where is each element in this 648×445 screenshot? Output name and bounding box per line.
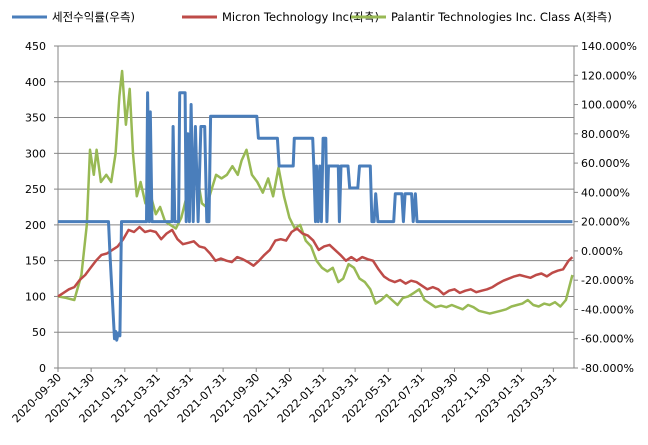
y-right-tick-label: 20.000% [581,216,630,229]
y-right-tick-label: 80.000% [581,128,630,141]
y-right-tick-label: 120.000% [581,69,637,82]
y-left-tick-label: 350 [25,112,46,125]
legend-label: Palantir Technologies Inc. Class A(좌측) [391,10,612,24]
series-lines [57,69,574,342]
y-right-tick-label: 40.000% [581,186,630,199]
y-left-tick-label: 100 [25,290,46,303]
legend-label: Micron Technology Inc(좌측) [222,10,379,24]
y-right-tick-label: -60.000% [581,333,634,346]
y-right-tick-labels: -80.000% -60.000% -40.000% -20.000% 0.000% 20… [574,40,637,375]
y-left-tick-label: 150 [25,255,46,268]
y-left-tick-label: 450 [25,40,46,53]
y-left-tick-label: 250 [25,183,46,196]
y-left-tick-label: 300 [25,147,46,160]
y-left-tick-label: 400 [25,76,46,89]
x-tick-labels: 2020-09-302020-11-302021-01-312021-03-31… [10,368,559,425]
return-series-line [58,91,573,342]
legend-label: 세전수익률(우측) [52,10,135,24]
y-left-tick-label: 0 [39,362,46,375]
y-right-tick-label: -20.000% [581,274,634,287]
y-right-tick-label: 140.000% [581,40,637,53]
y-right-tick-label: -40.000% [581,303,634,316]
micron-series-line [57,225,574,298]
y-right-tick-label: 100.000% [581,99,637,112]
y-right-tick-label: -80.000% [581,362,634,375]
y-left-tick-label: 200 [25,219,46,232]
y-right-tick-label: 0.000% [581,245,623,258]
y-right-tick-label: 60.000% [581,157,630,170]
y-left-tick-labels: 0 50 100 150 200 250 300 350 400 450 [25,40,58,375]
y-left-tick-label: 50 [32,326,46,339]
legend: 세전수익률(우측) Micron Technology Inc(좌측) Palant… [12,10,612,24]
